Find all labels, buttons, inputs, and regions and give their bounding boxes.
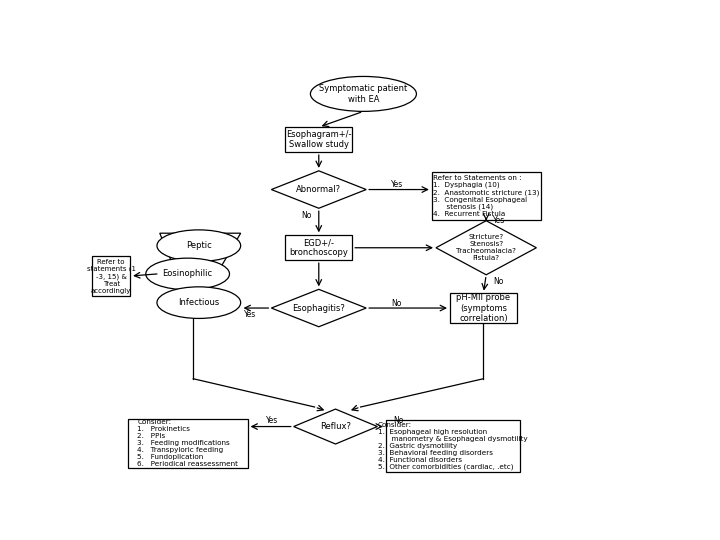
FancyBboxPatch shape [285, 127, 352, 152]
Text: Consider:
1.   Prokinetics
2.   PPIs
3.   Feeding modifications
4.   Transpylori: Consider: 1. Prokinetics 2. PPIs 3. Feed… [137, 419, 238, 467]
Ellipse shape [157, 230, 240, 261]
Ellipse shape [310, 77, 416, 111]
Text: Esophagitis?: Esophagitis? [292, 303, 345, 313]
Text: Stricture?
Stenosis?
Tracheomalacia?
Fistula?: Stricture? Stenosis? Tracheomalacia? Fis… [456, 234, 516, 261]
Text: Refer to
statements (1
-3, 15) &
Treat
accordingly: Refer to statements (1 -3, 15) & Treat a… [86, 259, 135, 294]
Polygon shape [271, 171, 366, 208]
FancyBboxPatch shape [386, 420, 520, 472]
Text: EGD+/-
bronchoscopy: EGD+/- bronchoscopy [289, 238, 348, 258]
Text: No: No [493, 276, 504, 286]
Text: Abnormal?: Abnormal? [296, 185, 341, 194]
FancyBboxPatch shape [432, 172, 541, 220]
Polygon shape [271, 289, 366, 327]
Text: Eosinophilic: Eosinophilic [163, 269, 212, 279]
Polygon shape [436, 221, 536, 275]
FancyBboxPatch shape [285, 235, 352, 260]
Text: Yes: Yes [493, 215, 505, 225]
Text: Reflux?: Reflux? [320, 422, 351, 431]
Text: No: No [392, 299, 402, 308]
Text: Refer to Statements on :
1.  Dysphagia (10)
2.  Anastomotic stricture (13)
3.  C: Refer to Statements on : 1. Dysphagia (1… [433, 174, 539, 217]
FancyBboxPatch shape [127, 418, 248, 468]
Polygon shape [294, 409, 377, 444]
Text: Yes: Yes [244, 310, 256, 319]
Text: Yes: Yes [266, 416, 279, 425]
Text: No: No [393, 416, 404, 425]
Ellipse shape [157, 287, 240, 319]
FancyBboxPatch shape [450, 294, 517, 322]
Text: Yes: Yes [391, 180, 403, 189]
Text: pH-MII probe
(symptoms
correlation): pH-MII probe (symptoms correlation) [456, 293, 510, 323]
Text: Symptomatic patient
with EA: Symptomatic patient with EA [319, 84, 408, 104]
Text: Infectious: Infectious [178, 298, 220, 307]
Text: No: No [301, 211, 312, 220]
Text: Peptic: Peptic [186, 241, 212, 250]
FancyBboxPatch shape [92, 256, 130, 296]
Ellipse shape [145, 258, 230, 290]
Text: Esophagram+/-
Swallow study: Esophagram+/- Swallow study [286, 130, 351, 150]
Text: Consider:
1.  Esophageal high resolution
      manometry & Esophageal dysmotilit: Consider: 1. Esophageal high resolution … [378, 422, 528, 470]
